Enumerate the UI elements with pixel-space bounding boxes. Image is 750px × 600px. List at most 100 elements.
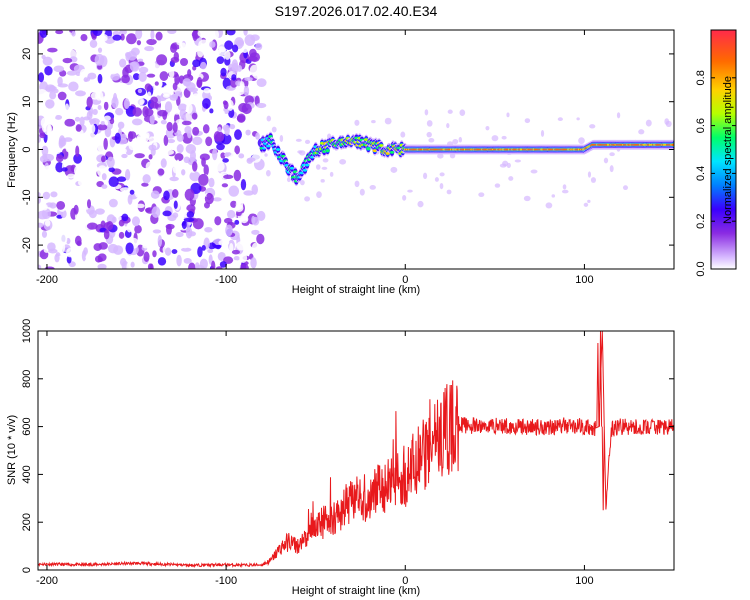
colorbar-ticks: 0.0 0.2 0.4 0.6 0.8 [695,70,736,277]
spectrogram-cell [181,169,186,176]
spectrogram-cell [95,208,105,215]
spectrogram-cell [92,108,98,116]
spectrogram-cell [186,204,196,213]
spectrogram-cell [458,136,463,143]
spectrogram-cell [108,176,119,188]
spectrogram-cell [220,67,227,77]
colorbar-gradient [710,29,737,270]
spectrogram-cell [154,155,162,163]
spectrogram-cell [83,77,89,83]
spectrogram-cell [175,231,184,238]
spectrogram-cell [49,202,57,209]
spectrogram-cell [73,204,79,215]
spectrogram-cell [119,187,131,192]
snr-y-tick-label: 800 [21,370,33,388]
spectrogram-cell [97,47,103,53]
spectrogram-cell [157,234,163,247]
spectrogram-cell [664,118,670,125]
spectrogram-cell [236,241,247,251]
spectrogram-cell [139,221,150,227]
spectrogram-cell [428,137,435,143]
spectrogram-cell [126,222,133,233]
spectrogram-cell [164,101,173,113]
snr-y-tick-label: 400 [21,465,33,483]
spectrogram-cell [78,179,85,186]
spectrogram-cell [320,179,325,183]
spectrogram-cell [146,38,157,46]
spectrogram-cell [97,105,102,110]
spectrogram-cell [508,176,514,181]
spectrogram-cell [42,56,53,66]
spectrogram-cell [587,199,591,204]
spectrogram-cell [143,251,150,263]
spectrogram-cell [118,231,125,239]
spectrogram-cell [86,96,93,109]
spectrogram-cell [62,228,70,236]
spectrogram-cell [295,138,302,142]
snr-y-ticks: 0 200 400 600 800 1000 [21,319,674,573]
spectrogram-cell [68,81,79,92]
spectrogram-cell [437,153,444,159]
spectrogram-cell [452,138,459,145]
spectrogram-cell [191,93,202,105]
spectrogram-cell [152,250,157,258]
spectrogram-cell [108,198,118,208]
spectrogram-cell [83,46,90,59]
spectrogram-cell [266,115,272,122]
spectrogram-cell [115,107,124,116]
spectrogram-cell [92,30,103,37]
spectrogram-cell [214,96,224,105]
spectrogram-cell [195,144,201,156]
spectrogram-x-ticks: -200 -100 0 100 [36,30,594,286]
spectrogram-cell [142,30,150,35]
spectrogram-cell [424,109,429,116]
spectrogram-cell [578,137,585,145]
spectrogram-cell [215,49,222,55]
spectrogram-cell [90,145,100,155]
spectrogram-cell [57,76,63,86]
spectrogram-cell [121,213,129,222]
spectrogram-cell [127,194,133,205]
spectrogram-cell [379,144,384,147]
spectrogram-cell [258,30,266,36]
spectrogram-x-tick-label: 0 [402,274,408,286]
spectrogram-cell [199,258,208,269]
spectrogram-cell [148,136,156,143]
spectrogram-cell [241,45,249,54]
spectrogram-cell [400,131,406,138]
spectrogram-cell [57,83,69,88]
spectrogram-cell [169,176,179,182]
snr-x-label: Height of straight line (km) [292,585,420,597]
spectrogram-cell [107,243,119,254]
spectrogram-cell [359,188,365,196]
spectrogram-cell [417,200,424,208]
spectrogram-cell [128,140,136,151]
spectrogram-x-tick-label: 100 [575,274,593,286]
spectrogram-cell [154,81,159,86]
spectrogram-cell [249,48,257,58]
colorbar-label: Normalized spectral amplitude [722,76,734,224]
spectrogram-x-label: Height of straight line (km) [292,284,420,296]
spectrogram-cell [523,195,531,202]
spectrogram-cell [557,117,563,121]
spectrogram-cell [197,47,204,58]
spectrogram-cell [671,143,674,147]
spectrogram-cell [116,194,122,199]
spectrogram-cell [149,263,154,269]
spectrogram-cell [208,177,215,188]
spectrogram-cell [501,135,507,140]
spectrogram-cell [213,68,220,74]
spectrogram-cell [434,177,439,182]
spectrogram-cell [279,134,284,142]
spectrogram-cell [44,165,56,172]
spectrogram-cell [244,76,253,82]
spectrogram-cell [90,124,96,134]
snr-x-tick-label: -100 [215,575,237,587]
spectrogram-cell [174,73,180,86]
spectrogram-cell [372,149,378,153]
snr-series-line [38,331,674,569]
spectrogram-cell [192,126,200,136]
spectrogram-cell [167,214,177,222]
spectrogram-cell [299,179,305,186]
